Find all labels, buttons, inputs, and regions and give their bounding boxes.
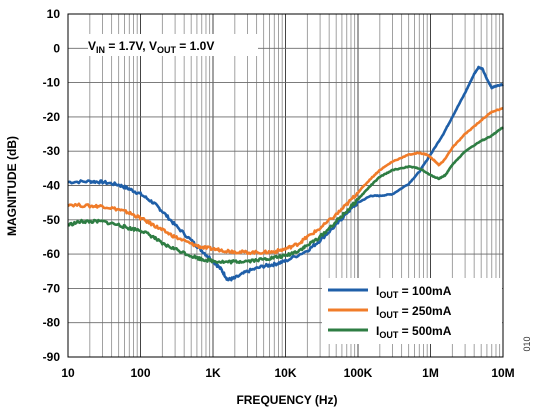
x-tick-label: 100K xyxy=(344,366,373,380)
x-tick-label: 10M xyxy=(491,366,514,380)
y-tick-label: -10 xyxy=(43,76,61,90)
y-tick-label: 10 xyxy=(47,7,61,21)
plot-frame xyxy=(67,13,504,358)
x-axis-title: FREQUENCY (Hz) xyxy=(236,393,337,407)
legend-label: IOUT = 100mA xyxy=(376,284,452,300)
y-axis-title: MAGNITUDE (dB) xyxy=(5,136,19,236)
figure-id: 010 xyxy=(522,336,532,351)
conditions-background xyxy=(88,34,258,56)
y-tick-label: -30 xyxy=(43,144,61,158)
y-tick-label: -60 xyxy=(43,247,61,261)
y-tick-label: -70 xyxy=(43,281,61,295)
y-tick-label: -80 xyxy=(43,316,61,330)
series-line xyxy=(67,107,504,256)
data-series xyxy=(67,65,504,282)
x-tick-label: 10 xyxy=(61,366,75,380)
y-tick-label: -90 xyxy=(43,350,61,364)
x-tick-label: 100 xyxy=(130,366,150,380)
legend: IOUT = 100mA IOUT = 250mA IOUT = 500mA xyxy=(322,278,502,344)
y-tick-labels: 10 0 -10 -20 -30 -40 -50 -60 -70 -80 -90 xyxy=(43,7,61,364)
legend-label: IOUT = 250mA xyxy=(376,304,452,320)
x-tick-label: 1K xyxy=(205,366,221,380)
x-tick-label: 1M xyxy=(422,366,439,380)
series-line xyxy=(67,65,504,282)
y-tick-label: -20 xyxy=(43,110,61,124)
conditions-label: VIN = 1.7V, VOUT = 1.0V xyxy=(88,39,214,55)
legend-label: IOUT = 500mA xyxy=(376,324,452,340)
test-conditions: VIN = 1.7V, VOUT = 1.0V xyxy=(88,34,258,56)
y-tick-label: -40 xyxy=(43,179,61,193)
series-line xyxy=(67,126,504,265)
y-tick-label: -50 xyxy=(43,213,61,227)
x-tick-label: 10K xyxy=(274,366,296,380)
x-tick-labels: 10 100 1K 10K 100K 1M 10M xyxy=(61,366,514,380)
y-tick-label: 0 xyxy=(53,41,60,55)
